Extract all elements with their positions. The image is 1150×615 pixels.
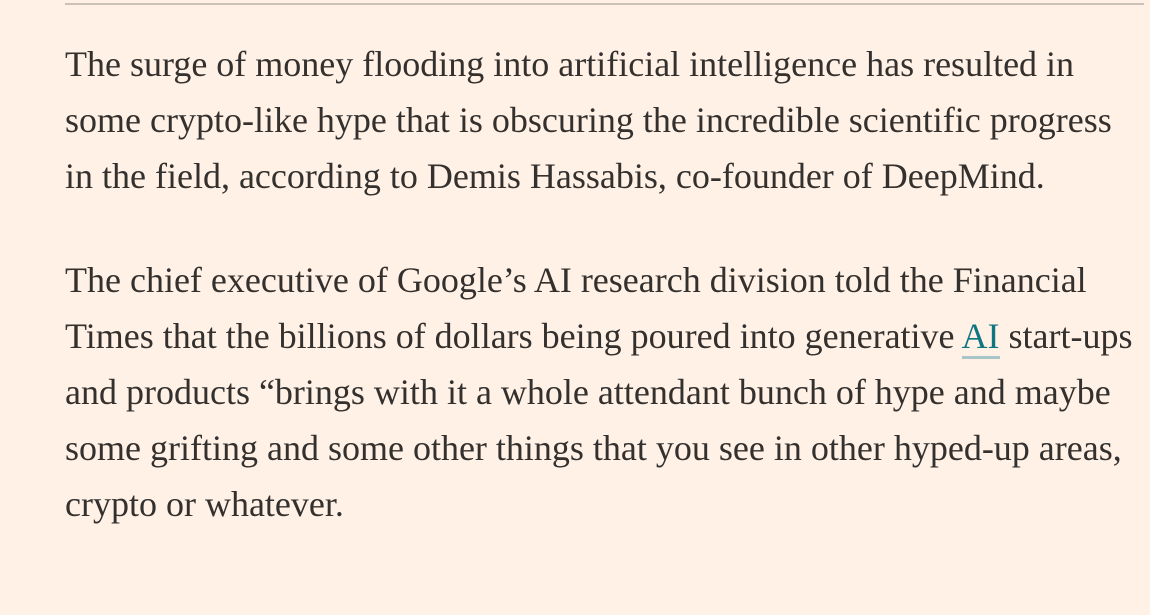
paragraph-2: The chief executive of Google’s AI resea… bbox=[65, 252, 1140, 532]
article-body: The surge of money flooding into artific… bbox=[65, 36, 1140, 580]
paragraph-1: The surge of money flooding into artific… bbox=[65, 44, 1112, 196]
paragraph-2-text-before-link: The chief executive of Google’s AI resea… bbox=[65, 260, 1087, 356]
paragraph-2-text-after-link: start-ups and products “brings with it a… bbox=[65, 316, 1133, 524]
top-divider bbox=[65, 3, 1144, 5]
ai-topic-link[interactable]: AI bbox=[961, 316, 1000, 359]
